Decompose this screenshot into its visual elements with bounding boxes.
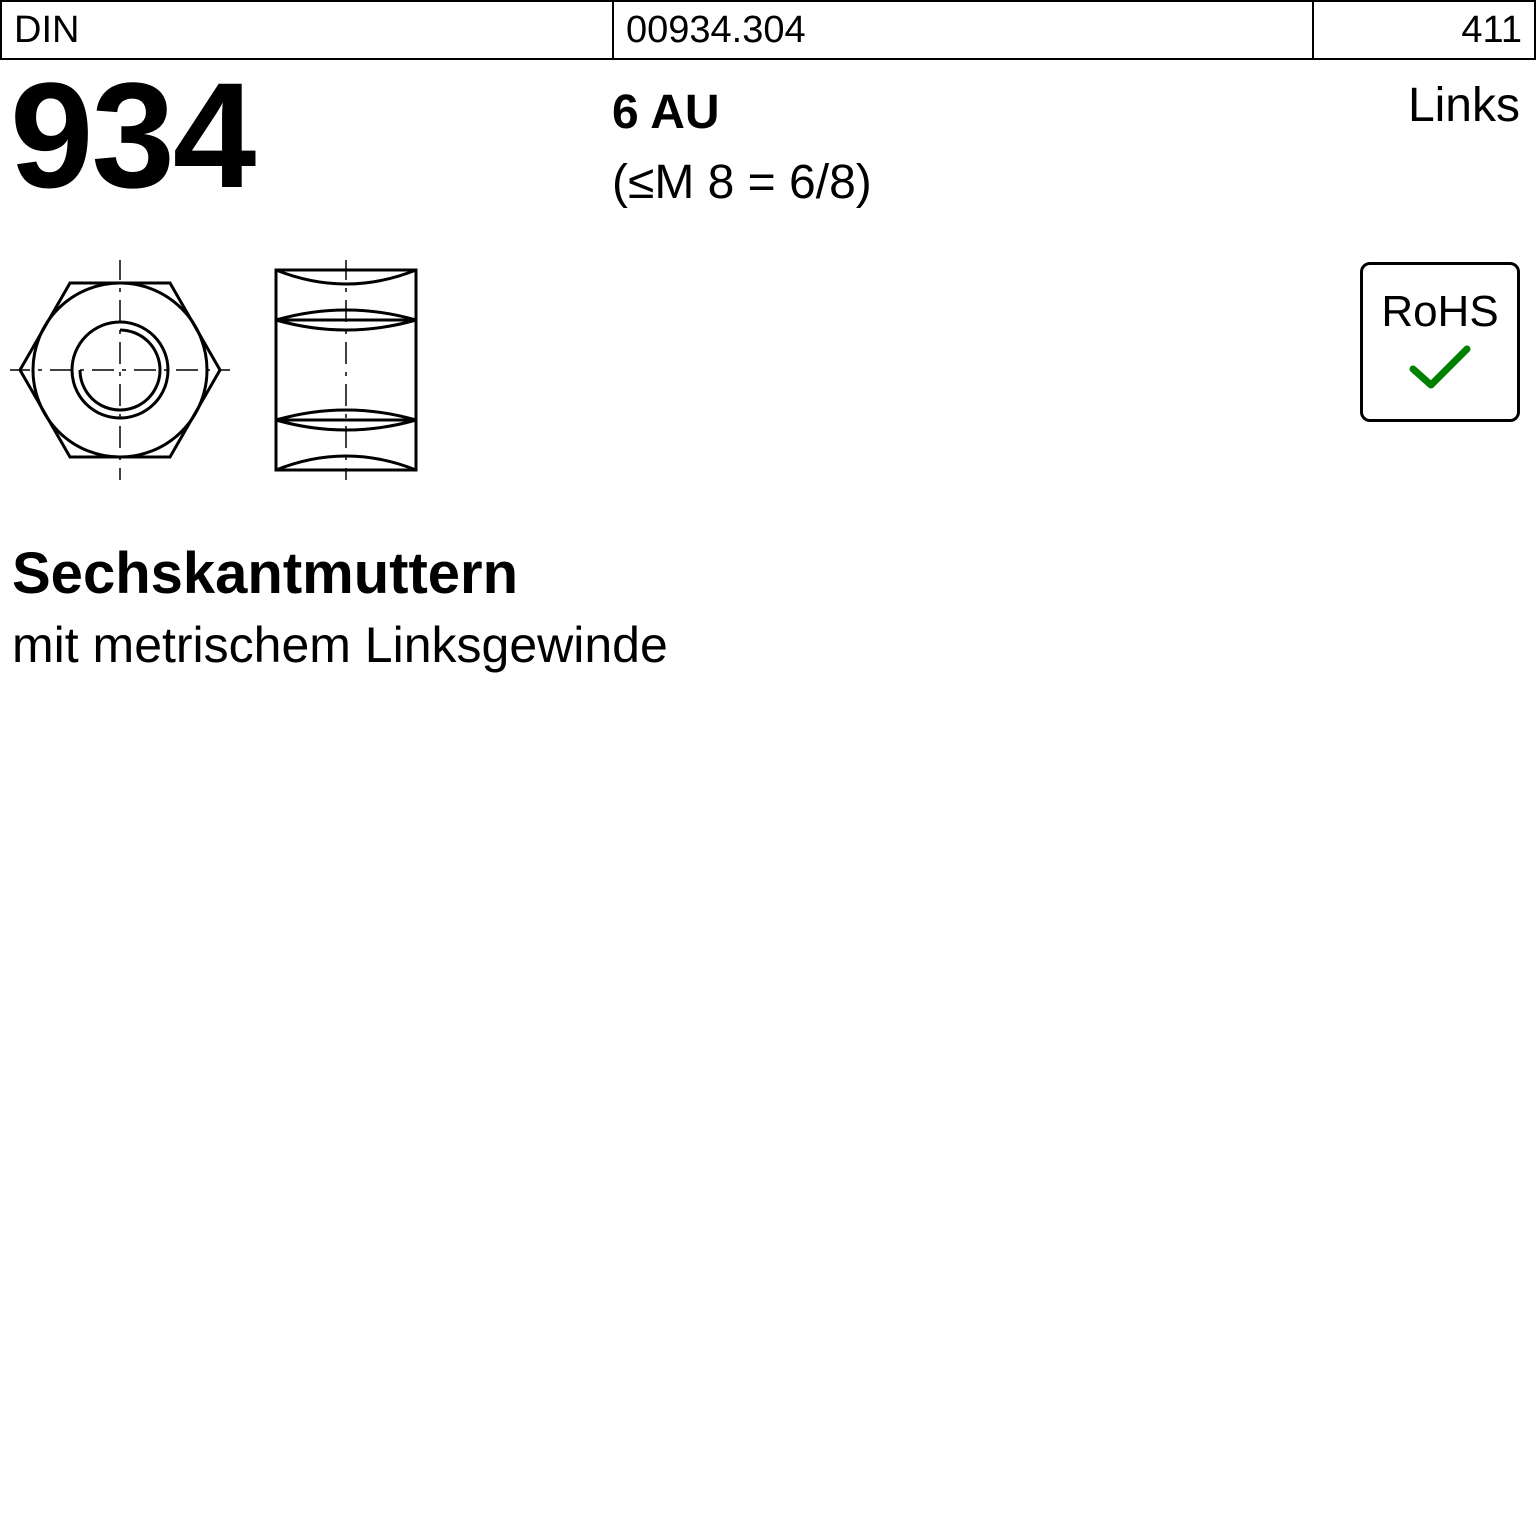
standard-number: 934 [10, 60, 254, 210]
header-standard-label: DIN [14, 9, 79, 52]
header-cell-code: 00934.304 [612, 0, 1312, 60]
header-cell-page: 411 [1312, 0, 1536, 60]
spec-material: 6 AU [612, 78, 872, 148]
page-subtitle: mit metrischem Linksgewinde [12, 616, 668, 674]
rohs-badge: RoHS [1360, 262, 1520, 422]
hex-nut-top-view-icon [10, 260, 230, 480]
hex-nut-side-view-icon [266, 260, 426, 480]
page-title: Sechskantmuttern [12, 540, 518, 607]
technical-drawing [10, 260, 426, 480]
spec-block: 6 AU (≤M 8 = 6/8) [612, 78, 872, 217]
rohs-label: RoHS [1381, 287, 1498, 337]
spec-class: (≤M 8 = 6/8) [612, 148, 872, 218]
check-icon [1405, 343, 1475, 398]
thread-direction-label: Links [1408, 78, 1520, 133]
header-code-value: 00934.304 [626, 9, 806, 52]
header-page-value: 411 [1461, 9, 1522, 52]
